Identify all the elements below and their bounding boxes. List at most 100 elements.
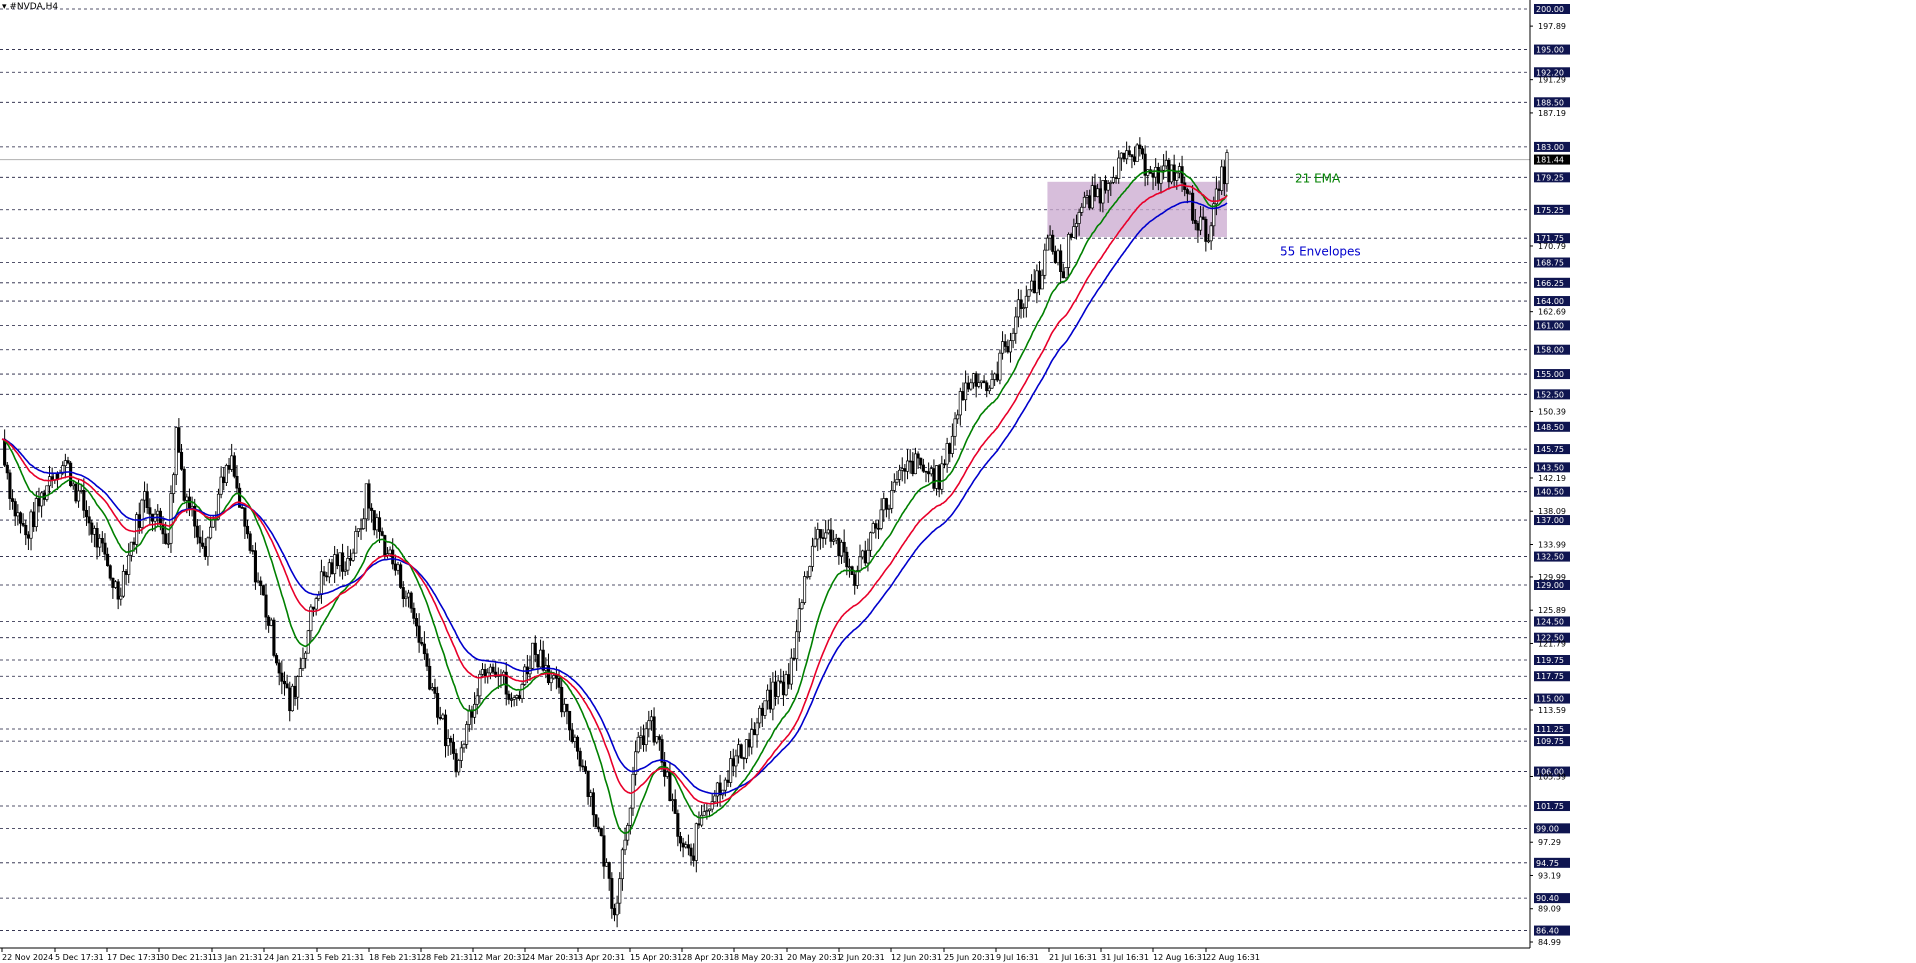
price-level-label: 152.50 [1536,390,1564,399]
candle-body [148,507,152,515]
candle-body [641,735,646,746]
candle-body [549,677,553,684]
candle-body [354,531,358,554]
candle-body [275,655,279,664]
candle-body [692,855,696,861]
candle-body [557,677,561,688]
candle-body [116,581,120,600]
candle-body [45,485,49,500]
candle-body [1199,216,1203,231]
candle-body [1156,166,1160,184]
candle-body [937,465,941,490]
candle-body [927,471,931,475]
candle-body [232,455,236,477]
candle-body [1133,156,1137,162]
candle-body [953,418,957,437]
candle-body [869,532,873,551]
candle-body [1217,188,1221,191]
price-level-label: 132.50 [1536,553,1564,562]
price-label-box [1534,766,1570,777]
candle-body [359,528,363,530]
candle-body [69,462,73,487]
candle-body [95,528,99,548]
candle-body [399,564,403,588]
candle-body [8,472,12,499]
level-lines [0,8,1530,931]
candle-body [425,653,429,667]
candle-body [750,729,754,748]
candle-body [766,689,770,702]
candle-body [465,724,469,745]
candle-body [301,657,305,669]
candle-body [776,680,780,697]
candle-body [280,672,284,682]
candle-body [744,739,749,759]
candle-body [1045,237,1049,251]
candle-body [304,652,308,659]
candle-body [296,676,300,698]
price-level-label: 148.50 [1536,423,1564,432]
candle-body [734,755,738,767]
candle-body [795,631,799,660]
candle-body [377,517,382,532]
candle-body [1098,188,1102,204]
candle-body [1214,188,1218,205]
candle-body [74,483,78,502]
time-tick-label: 8 May 20:31 [734,953,784,962]
price-level-label: 188.50 [1536,98,1564,107]
candle-body [1080,206,1084,213]
candle-body [998,352,1002,381]
candle-body [333,554,337,575]
candle-body [459,747,463,761]
candle-body [990,379,994,389]
candle-body [634,751,638,775]
candle-body [164,533,168,544]
candle-body [1053,251,1057,264]
current-price-box [1534,154,1570,165]
candle-body [11,498,15,502]
candle-body [457,760,461,773]
time-tick-label: 2 Jun 20:31 [839,953,885,962]
candle-body [21,523,25,526]
candle-body [887,507,891,510]
time-tick-label: 12 Jun 20:31 [891,953,942,962]
candle-body [1090,185,1094,209]
candle-body [407,592,411,598]
candle-body [726,779,730,783]
candle-body [568,710,572,731]
candle-body [375,517,379,531]
price-label-box [1534,421,1570,432]
candle-body [731,758,735,767]
candle-body [1111,177,1115,183]
candle-body [1064,267,1068,279]
price-level-label: 171.75 [1536,234,1564,243]
candle-body [541,649,545,671]
candle-body [475,695,479,705]
candle-body [428,665,432,690]
candle-body [1154,166,1158,178]
price-tick-label: 93.19 [1538,871,1561,880]
candle-body [1151,173,1155,178]
price-tick-label: 97.29 [1538,838,1561,847]
candle-body [140,499,144,528]
price-label-box [1534,97,1570,108]
price-label-box [1534,632,1570,643]
price-tick-label: 105.39 [1538,773,1566,782]
candle-body [718,782,722,796]
candle-body [713,795,717,803]
candle-body [132,541,136,545]
candle-body [451,741,455,754]
price-label-box [1534,369,1570,380]
candle-body [1220,166,1224,191]
price-level-label: 175.25 [1536,206,1564,215]
candle-body [900,468,904,471]
candle-body [586,770,590,797]
time-tick-label: 21 Jul 16:31 [1049,953,1097,962]
candle-body [729,758,733,783]
candle-body [190,505,194,509]
candle-body [174,427,178,476]
candle-body [533,642,537,655]
candle-body [161,523,165,535]
candle-body [948,443,952,454]
